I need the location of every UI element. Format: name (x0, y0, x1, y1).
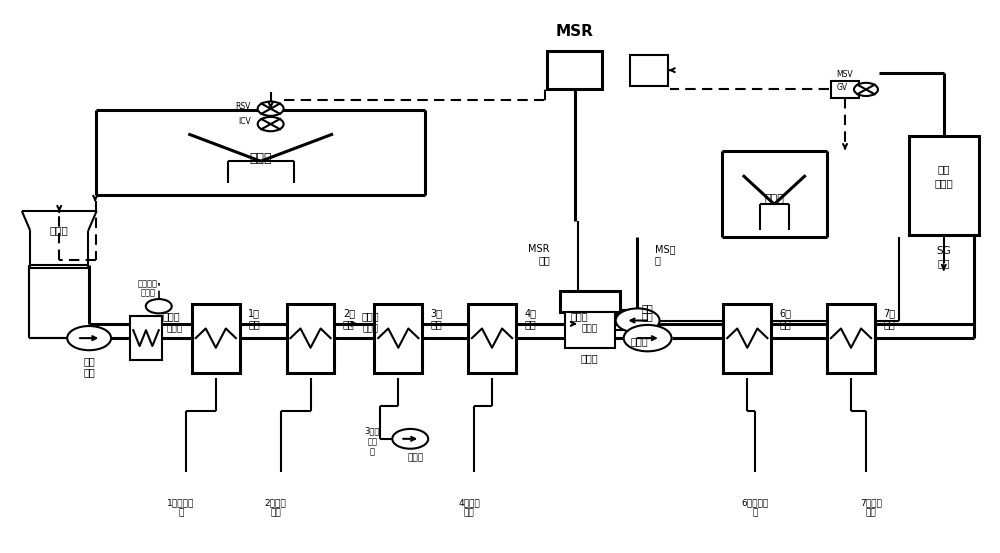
Text: 6号
高加: 6号 高加 (780, 308, 792, 330)
Text: 大循环: 大循环 (582, 325, 598, 334)
Text: 小循环: 小循环 (167, 325, 183, 334)
Circle shape (616, 309, 660, 332)
Text: 中循环: 中循环 (362, 325, 378, 334)
Text: 中循环: 中循环 (362, 312, 379, 322)
Bar (723, 304, 771, 373)
Text: 凝结
水泵: 凝结 水泵 (83, 356, 95, 378)
Circle shape (854, 83, 878, 96)
Text: 冷凝器: 冷凝器 (50, 225, 69, 234)
Text: 3号
低加: 3号 低加 (431, 308, 443, 330)
Text: 1号低加疏
水: 1号低加疏 水 (167, 498, 195, 517)
Text: 发生器: 发生器 (934, 178, 953, 188)
Bar (287, 304, 334, 373)
Text: 除氧器: 除氧器 (581, 353, 599, 363)
Bar (468, 304, 516, 373)
Text: 3号低
加疏
水: 3号低 加疏 水 (365, 427, 380, 456)
Bar (374, 304, 422, 373)
Text: SG
排污: SG 排污 (936, 247, 951, 268)
Bar (565, 312, 615, 348)
Text: 小循环: 小循环 (162, 312, 180, 322)
Bar (831, 81, 859, 98)
Text: RSV: RSV (235, 102, 251, 111)
Text: 轴封蒸汽: 轴封蒸汽 (138, 280, 158, 289)
Text: 低压缸: 低压缸 (249, 152, 272, 165)
Bar (827, 304, 875, 373)
Bar (192, 304, 240, 373)
Circle shape (146, 299, 172, 314)
Text: 1号
低加: 1号 低加 (248, 308, 260, 330)
Bar (547, 51, 602, 90)
Bar (909, 136, 979, 235)
Text: 疏水泵: 疏水泵 (407, 453, 423, 462)
Circle shape (392, 429, 428, 448)
Text: 2号低加
疏水: 2号低加 疏水 (265, 498, 287, 517)
Text: MS疏
水: MS疏 水 (655, 244, 675, 265)
Circle shape (258, 117, 284, 131)
Text: 冷凝器: 冷凝器 (140, 289, 155, 298)
Text: MSR: MSR (556, 24, 594, 39)
Bar (630, 55, 668, 86)
Text: MSV: MSV (837, 70, 853, 79)
Bar (560, 291, 620, 312)
Text: MSR
疏水: MSR 疏水 (528, 244, 550, 265)
Text: 4号
低加: 4号 低加 (524, 308, 536, 330)
Text: 高压缸: 高压缸 (764, 195, 784, 205)
Text: 主给: 主给 (642, 303, 653, 313)
Circle shape (258, 102, 284, 116)
Text: GV: GV (837, 84, 848, 92)
Text: 7号高加
疏水: 7号高加 疏水 (860, 498, 882, 517)
Text: 6号高加疏
水: 6号高加疏 水 (742, 498, 769, 517)
Circle shape (67, 326, 111, 350)
Text: 水泵: 水泵 (642, 311, 653, 321)
Text: 疏水泵: 疏水泵 (631, 336, 648, 346)
Text: 4号低加
疏水: 4号低加 疏水 (458, 498, 480, 517)
Text: 2号
低加: 2号 低加 (343, 308, 355, 330)
Bar (130, 316, 162, 360)
Text: 7号
高加: 7号 高加 (883, 308, 895, 330)
Text: 大循环: 大循环 (571, 312, 589, 322)
Text: ICV: ICV (238, 117, 251, 127)
Text: 蒸汽: 蒸汽 (938, 164, 950, 174)
Circle shape (624, 325, 672, 351)
